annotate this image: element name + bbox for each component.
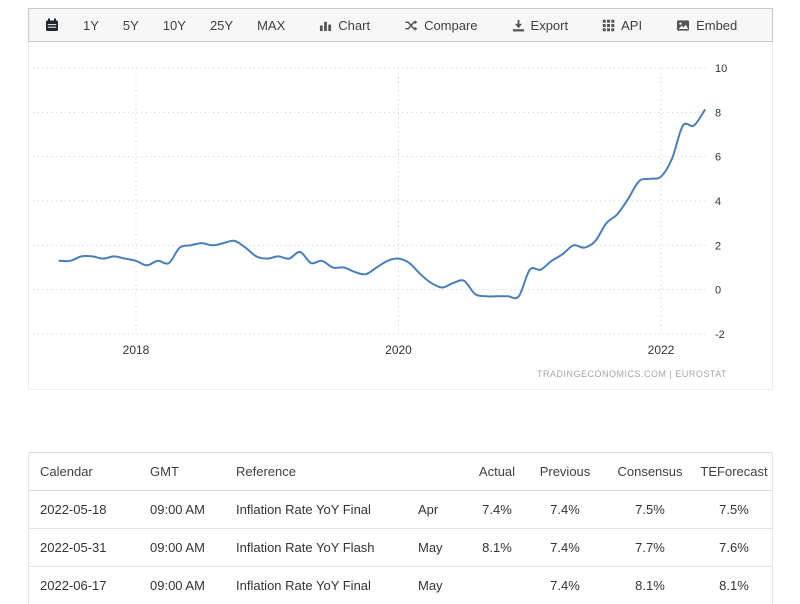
range-button-5y[interactable]: 5Y (111, 9, 151, 41)
api-label: API (621, 17, 643, 33)
chart-type-label: Chart (338, 17, 371, 33)
table-row[interactable]: 2022-05-18 09:00 AM Inflation Rate YoY F… (29, 490, 772, 529)
chart-panel: 10 8 6 4 2 0 -2 2018 2020 2022 TRADINGECONOMICS.C… (28, 42, 773, 390)
bar-chart-icon (320, 21, 332, 31)
header-gmt: GMT (150, 452, 236, 491)
cell-calendar: 2022-06-17 (29, 566, 150, 604)
compare-button[interactable]: Compare (392, 9, 489, 41)
cell-period: May (418, 566, 468, 604)
calendar-button[interactable] (33, 9, 71, 41)
inflation-line-series (58, 109, 706, 300)
cell-calendar: 2022-05-31 (29, 528, 150, 567)
compare-shuffle-icon (405, 19, 418, 31)
x-axis-label: 2022 (648, 343, 675, 357)
cell-gmt: 09:00 AM (150, 528, 236, 567)
x-axis-label: 2020 (385, 343, 412, 357)
header-previous: Previous (526, 452, 604, 491)
embed-label: Embed (696, 17, 738, 33)
calendar-table-panel: Calendar GMT Reference Actual Previous C… (28, 452, 773, 604)
table-row[interactable]: 2022-05-31 09:00 AM Inflation Rate YoY F… (29, 528, 772, 567)
range-button-1y[interactable]: 1Y (71, 9, 111, 41)
y-axis-label: 4 (715, 196, 721, 208)
y-axis-label: 8 (715, 107, 721, 119)
range-button-10y[interactable]: 10Y (151, 9, 198, 41)
cell-previous: 7.4% (526, 490, 604, 529)
header-reference: Reference (236, 452, 418, 491)
header-period (418, 452, 468, 491)
x-axis-label: 2018 (123, 343, 150, 357)
y-axis-label: 10 (715, 63, 727, 75)
api-grid-icon (602, 19, 615, 31)
header-actual: Actual (468, 452, 526, 491)
range-button-max[interactable]: MAX (245, 9, 297, 41)
cell-calendar: 2022-05-18 (29, 490, 150, 529)
cell-period: Apr (418, 490, 468, 529)
cell-consensus: 7.7% (604, 528, 696, 567)
cell-reference: Inflation Rate YoY Flash (236, 528, 418, 567)
cell-actual (468, 566, 526, 604)
header-calendar: Calendar (29, 452, 150, 491)
embed-image-icon (677, 19, 690, 31)
y-axis-label: -2 (715, 329, 725, 341)
header-teforecast: TEForecast (696, 452, 772, 491)
cell-actual: 8.1% (468, 528, 526, 567)
cell-teforecast: 7.5% (696, 490, 772, 529)
embed-button[interactable]: Embed (664, 9, 749, 41)
cell-teforecast: 7.6% (696, 528, 772, 567)
export-label: Export (530, 17, 569, 33)
chart-toolbar: 1Y 5Y 10Y 25Y MAX Chart Compare Export (28, 8, 773, 42)
inflation-line-chart: 10 8 6 4 2 0 -2 2018 2020 2022 (33, 63, 727, 357)
cell-teforecast: 8.1% (696, 566, 772, 604)
cell-gmt: 09:00 AM (150, 490, 236, 529)
compare-label: Compare (424, 17, 478, 33)
range-button-25y[interactable]: 25Y (198, 9, 245, 41)
calendar-icon (46, 18, 58, 31)
cell-reference: Inflation Rate YoY Final (236, 490, 418, 529)
y-axis-label: 0 (715, 285, 721, 297)
cell-previous: 7.4% (526, 528, 604, 567)
api-button[interactable]: API (590, 9, 654, 41)
cell-previous: 7.4% (526, 566, 604, 604)
y-axis-label: 6 (715, 152, 721, 164)
header-consensus: Consensus (604, 452, 696, 491)
download-icon (512, 19, 524, 31)
chart-source-attribution: TRADINGECONOMICS.COM | EUROSTAT (536, 369, 727, 379)
export-button[interactable]: Export (500, 9, 581, 41)
cell-gmt: 09:00 AM (150, 566, 236, 604)
y-axis-label: 2 (715, 240, 721, 252)
cell-consensus: 8.1% (604, 566, 696, 604)
cell-period: May (418, 528, 468, 567)
table-row[interactable]: 2022-06-17 09:00 AM Inflation Rate YoY F… (29, 566, 772, 604)
cell-actual: 7.4% (468, 490, 526, 529)
cell-reference: Inflation Rate YoY Final (236, 566, 418, 604)
table-header-row: Calendar GMT Reference Actual Previous C… (29, 452, 772, 491)
calendar-table: Calendar GMT Reference Actual Previous C… (29, 452, 772, 604)
cell-consensus: 7.5% (604, 490, 696, 529)
chart-type-button[interactable]: Chart (307, 9, 382, 41)
